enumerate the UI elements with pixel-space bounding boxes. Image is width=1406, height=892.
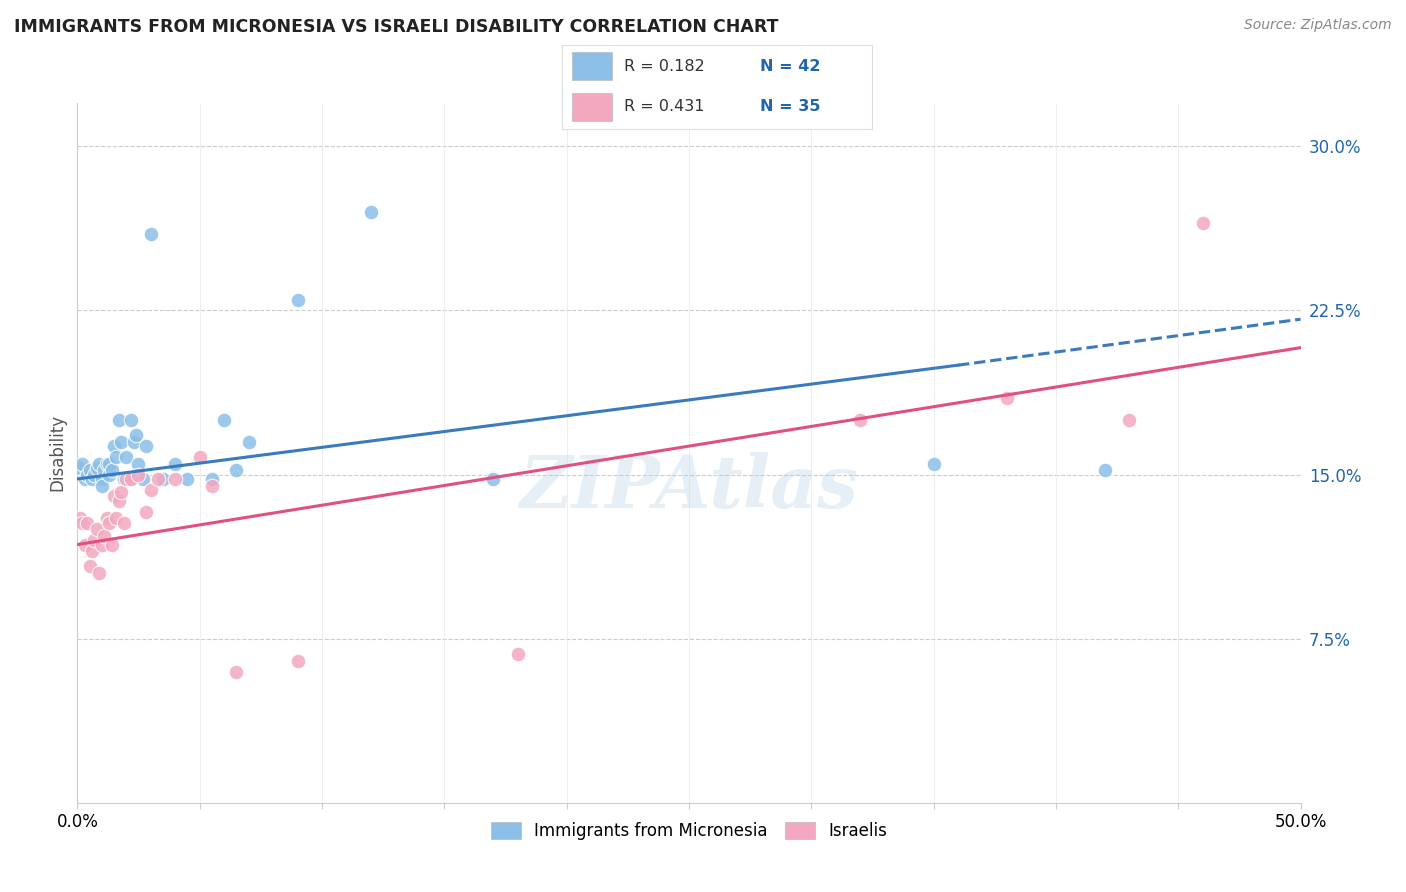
Point [482, 472, 505, 486]
Point [1118, 413, 1140, 427]
Point [1191, 216, 1213, 230]
Point [115, 472, 138, 486]
Point [176, 472, 198, 486]
Point [120, 413, 142, 427]
Point [922, 457, 945, 471]
Point [93, 529, 115, 543]
Point [70, 457, 93, 471]
Point [287, 293, 309, 307]
Point [98, 457, 121, 471]
Point [122, 434, 145, 449]
Point [225, 665, 247, 679]
Point [90, 478, 112, 492]
Point [90, 472, 112, 486]
Text: R = 0.431: R = 0.431 [624, 99, 704, 114]
Point [132, 472, 155, 486]
Point [212, 413, 235, 427]
Point [103, 490, 125, 504]
Point [80, 472, 103, 486]
Point [89, 566, 111, 580]
Point [112, 472, 135, 486]
Point [135, 505, 157, 519]
Point [287, 654, 309, 668]
Point [127, 467, 149, 482]
Text: ZIPAtlas: ZIPAtlas [520, 452, 858, 524]
Point [96, 457, 118, 471]
Point [100, 538, 122, 552]
Point [93, 463, 115, 477]
Y-axis label: Disability: Disability [48, 414, 66, 491]
Point [86, 522, 108, 536]
Point [69, 511, 91, 525]
Point [80, 544, 103, 558]
Point [96, 511, 118, 525]
Point [98, 467, 121, 482]
Point [146, 472, 169, 486]
Point [105, 450, 128, 464]
Point [152, 472, 174, 486]
Point [139, 483, 162, 497]
Point [69, 461, 91, 475]
Point [108, 413, 131, 427]
Point [127, 457, 149, 471]
Point [83, 533, 105, 548]
Bar [572, 53, 612, 80]
Point [135, 439, 157, 453]
Text: R = 0.182: R = 0.182 [624, 59, 704, 74]
Point [76, 467, 98, 482]
Point [110, 434, 132, 449]
Point [360, 205, 382, 219]
Point [165, 457, 187, 471]
Point [73, 472, 96, 486]
Point [100, 463, 122, 477]
Point [225, 463, 247, 477]
Point [238, 434, 260, 449]
Point [108, 493, 131, 508]
Bar [572, 93, 612, 120]
Text: N = 35: N = 35 [761, 99, 821, 114]
Point [103, 439, 125, 453]
Point [79, 463, 101, 477]
Point [90, 538, 112, 552]
Point [79, 559, 101, 574]
Point [165, 472, 187, 486]
Point [201, 478, 224, 492]
Point [188, 450, 211, 464]
Point [76, 516, 98, 530]
Point [110, 485, 132, 500]
Point [1094, 463, 1116, 477]
Point [98, 516, 121, 530]
Point [73, 538, 96, 552]
Point [105, 511, 128, 525]
Point [118, 472, 141, 486]
Text: N = 42: N = 42 [761, 59, 821, 74]
Point [70, 516, 93, 530]
Point [112, 516, 135, 530]
Point [115, 450, 138, 464]
Text: IMMIGRANTS FROM MICRONESIA VS ISRAELI DISABILITY CORRELATION CHART: IMMIGRANTS FROM MICRONESIA VS ISRAELI DI… [14, 18, 779, 36]
Point [506, 647, 529, 661]
Point [201, 472, 224, 486]
Point [849, 413, 872, 427]
Point [995, 391, 1018, 405]
Point [139, 227, 162, 241]
Point [120, 472, 142, 486]
Legend: Immigrants from Micronesia, Israelis: Immigrants from Micronesia, Israelis [485, 815, 893, 847]
Point [83, 467, 105, 482]
Point [125, 428, 148, 442]
Point [86, 461, 108, 475]
Text: Source: ZipAtlas.com: Source: ZipAtlas.com [1244, 18, 1392, 32]
Point [89, 457, 111, 471]
